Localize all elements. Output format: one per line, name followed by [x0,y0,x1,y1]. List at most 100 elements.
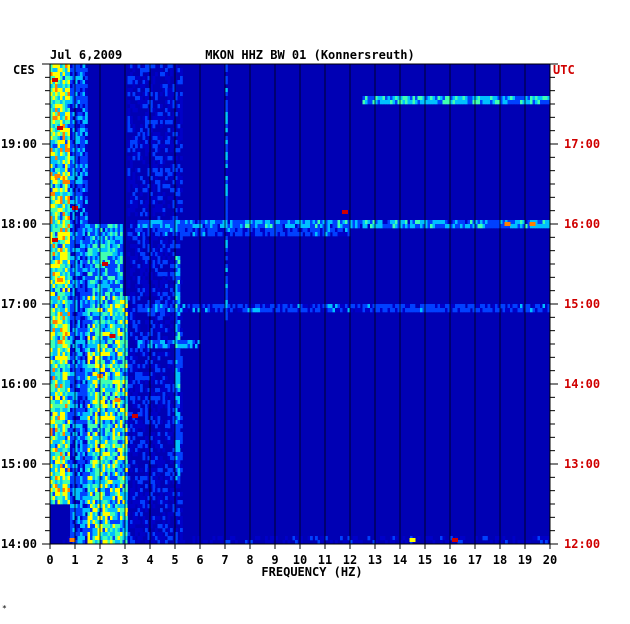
spectrogram-cell [157,432,161,437]
spectrogram-cell [100,400,103,405]
spectrogram-cell [70,328,73,333]
spectrogram-cell [82,344,86,349]
spectrogram-cell [95,368,98,373]
spectrogram-cell [122,356,126,361]
spectrogram-cell [147,72,151,77]
spectrogram-cell [57,284,61,289]
spectrogram-cell [165,248,168,253]
spectrogram-cell [430,224,433,229]
spectrogram-cell [50,124,53,129]
spectrogram-cell [107,256,111,261]
spectrogram-cell [100,316,103,321]
spectrogram-cell [97,480,101,485]
spectrogram-cell [87,280,91,285]
spectrogram-cell [62,276,66,281]
spectrogram-cell [85,80,88,85]
spectrogram-cell [65,64,68,69]
spectrogram-cell [392,308,396,313]
spectrogram-cell [97,260,101,265]
spectrogram-cell [127,112,131,117]
spectrogram-cell [117,272,121,277]
spectrogram-cell [497,100,501,105]
spectrogram-cell [150,492,153,497]
spectrogram-cell [180,128,183,133]
spectrogram-cell [440,224,443,229]
spectrogram-cell [392,96,396,101]
spectrogram-cell [85,244,88,249]
spectrogram-cell [142,76,146,81]
spectrogram-cell [115,436,118,441]
spectrogram-cell [65,244,68,249]
spectrogram-cell [225,184,228,189]
spectrogram-cell [150,468,153,473]
spectrogram-cell [140,352,143,357]
spectrogram-cell [292,308,296,313]
spectrogram-cell [62,204,66,209]
spectrogram-cell [72,400,76,405]
spectrogram-cell [52,128,56,133]
spectrogram-cell [70,88,73,93]
spectrogram-cell [125,376,128,381]
spectrogram-cell [82,488,86,493]
spectrogram-cell [245,304,248,309]
spectrogram-cell [50,356,53,361]
spectrogram-cell [55,176,58,181]
spectrogram-cell [85,460,88,465]
spectrogram-cell [515,304,518,309]
spectrogram-cell [500,224,503,229]
spectrogram-cell [140,212,143,217]
spectrogram-cell [55,124,58,129]
spectrogram-cell [135,168,138,173]
spectrogram-cell [455,224,458,229]
spectrogram-cell [120,436,123,441]
spectrogram-cell [112,460,116,465]
spectrogram-cell [70,296,73,301]
spectrogram-cell [62,244,66,249]
spectrogram-cell [100,396,103,401]
spectrogram-cell [412,224,416,229]
spectrogram-cell [385,220,388,225]
spectrogram-cell [132,276,136,281]
spectrogram-cell [200,220,203,225]
spectrogram-cell [72,72,76,77]
spectrogram-cell [65,332,68,337]
spectrogram-cell [75,488,78,493]
spectrogram-cell [50,248,53,253]
spectrogram-cell [150,276,153,281]
spectrogram-cell [70,124,73,129]
spectrogram-cell [82,384,86,389]
spectrogram-cell [172,496,176,501]
spectrogram-cell [137,380,141,385]
spectrogram-cell [287,304,291,309]
spectrogram-cell [60,348,63,353]
spectrogram-cell [105,332,108,337]
spectrogram-cell [55,248,58,253]
spectrogram-cell [140,144,143,149]
spectrogram-cell [177,396,181,401]
spectrogram-cell [87,492,91,497]
spectrogram-cell [70,400,73,405]
spectrogram-cell [162,340,166,345]
spectrogram-cell [92,336,96,341]
spectrogram-cell [467,220,471,225]
spectrogram-cell [330,220,333,225]
spectrogram-cell [145,408,148,413]
spectrogram-cell [177,276,181,281]
spectrogram-cell [75,320,78,325]
spectrogram-cell [130,292,133,297]
spectrogram-cell [180,132,183,137]
spectrogram-cell [310,220,313,225]
spectrogram-cell [102,440,106,445]
spectrogram-cell [82,220,86,225]
spectrogram-cell [125,504,128,509]
spectrogram-cell [50,148,53,153]
spectrogram-cell [117,276,121,281]
spectrogram-cell [160,172,163,177]
spectrogram-cell [132,296,136,301]
spectrogram-cell [152,224,156,229]
spectrogram-cell [80,72,83,77]
spectrogram-cell [75,252,78,257]
spectrogram-cell [160,224,163,229]
spectrogram-cell [132,128,136,133]
spectrogram-cell [175,80,178,85]
